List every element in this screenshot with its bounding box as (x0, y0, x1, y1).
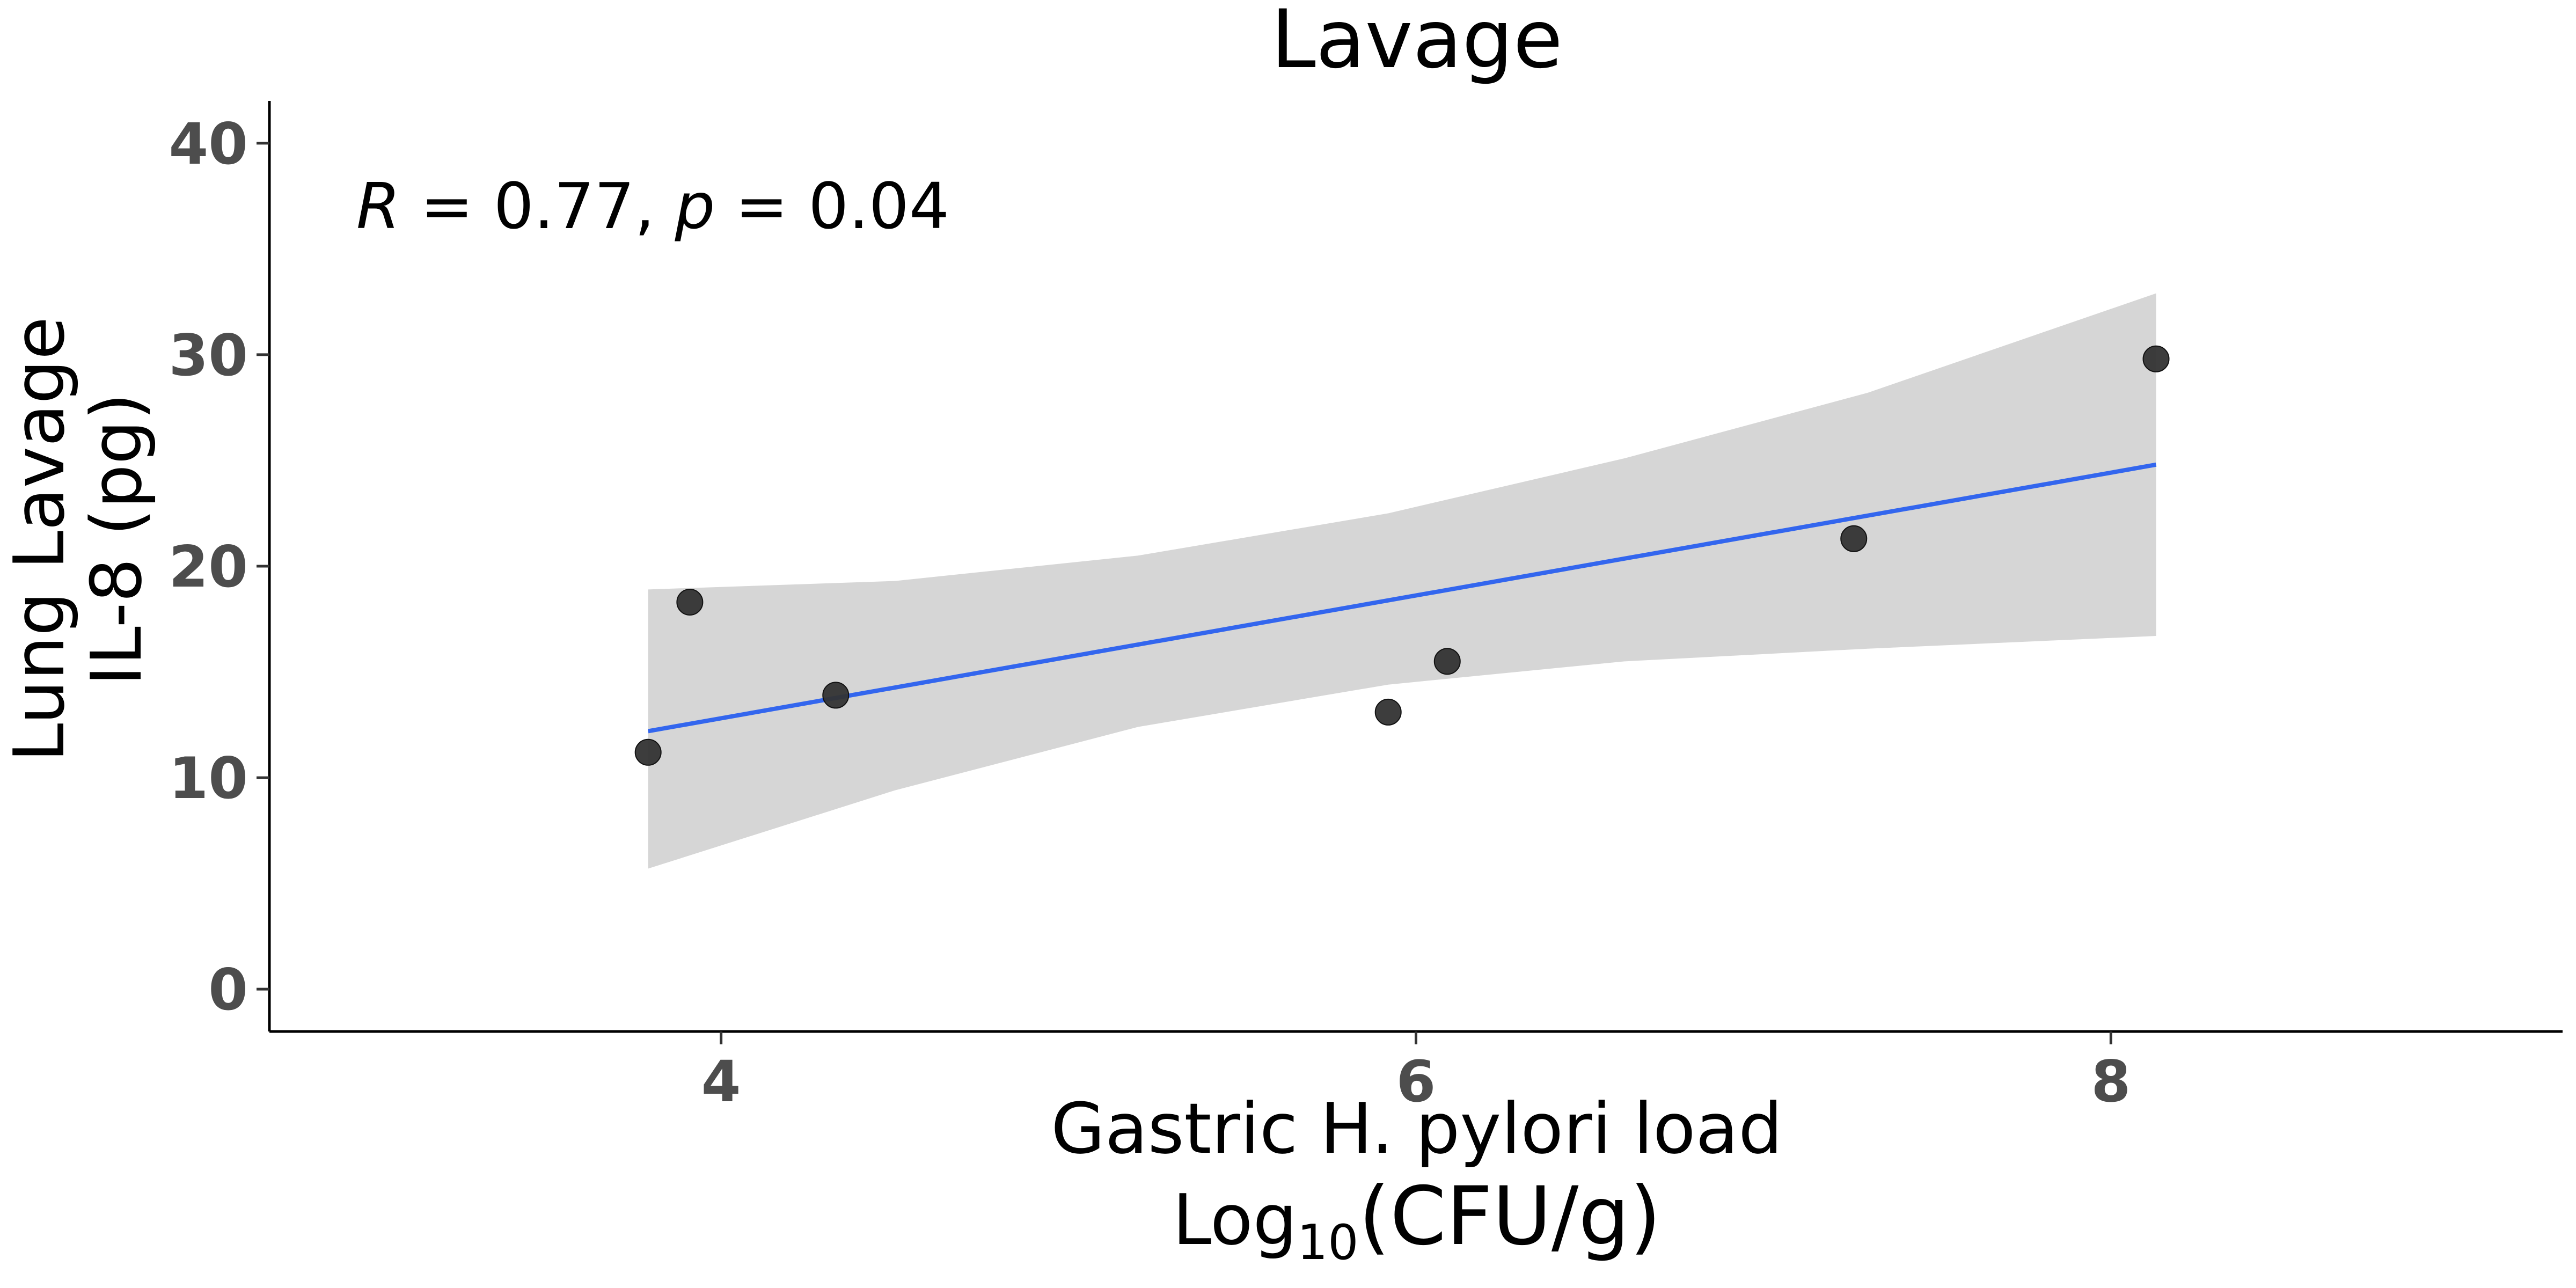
y-tick-label: 20 (169, 534, 248, 600)
data-point (1374, 698, 1402, 726)
data-points-layer (634, 345, 2170, 766)
y-ticks: 0 10 20 30 40 (169, 111, 269, 1023)
data-point (634, 738, 662, 766)
fit-line-layer (647, 462, 2157, 734)
y-tick-label: 10 (169, 745, 248, 811)
x-axis-label-unit: (CFU/g) (1359, 1170, 1662, 1263)
p-symbol: p (674, 169, 715, 243)
fit-line (647, 462, 2157, 734)
data-point (2142, 345, 2170, 372)
data-point (1433, 648, 1461, 675)
x-axis-label-subscript: 10 (1297, 1214, 1359, 1271)
x-tick-label: 4 (701, 1049, 741, 1115)
confidence-band-layer (648, 293, 2156, 869)
data-point (1840, 525, 1868, 552)
x-tick-label: 8 (2091, 1049, 2131, 1115)
data-point (822, 682, 850, 709)
x-axis-label-log: Log (1173, 1179, 1297, 1261)
y-tick-label: 30 (169, 323, 248, 389)
y-axis-label-line1: Lung Lavage (0, 317, 80, 762)
x-axis-label-line1: Gastric H. pylori load (1051, 1088, 1782, 1169)
confidence-band (648, 293, 2156, 869)
y-tick-label: 40 (169, 111, 248, 177)
x-axis-label-line2: Log10(CFU/g) (1173, 1170, 1661, 1271)
r-symbol: R (356, 169, 400, 243)
x-ticks: 4 6 8 (701, 1031, 2131, 1115)
correlation-annotation: R = 0.77, p = 0.04 (356, 169, 949, 243)
y-axis-label-line2: IL-8 (pg) (76, 393, 157, 686)
chart-title: Lavage (1271, 0, 1563, 86)
x-tick-label: 6 (1396, 1049, 1436, 1115)
p-value-text: = 0.04 (715, 169, 949, 243)
y-tick-label: 0 (208, 957, 248, 1023)
r-value-text: = 0.77, (400, 169, 675, 243)
data-point (676, 588, 704, 616)
